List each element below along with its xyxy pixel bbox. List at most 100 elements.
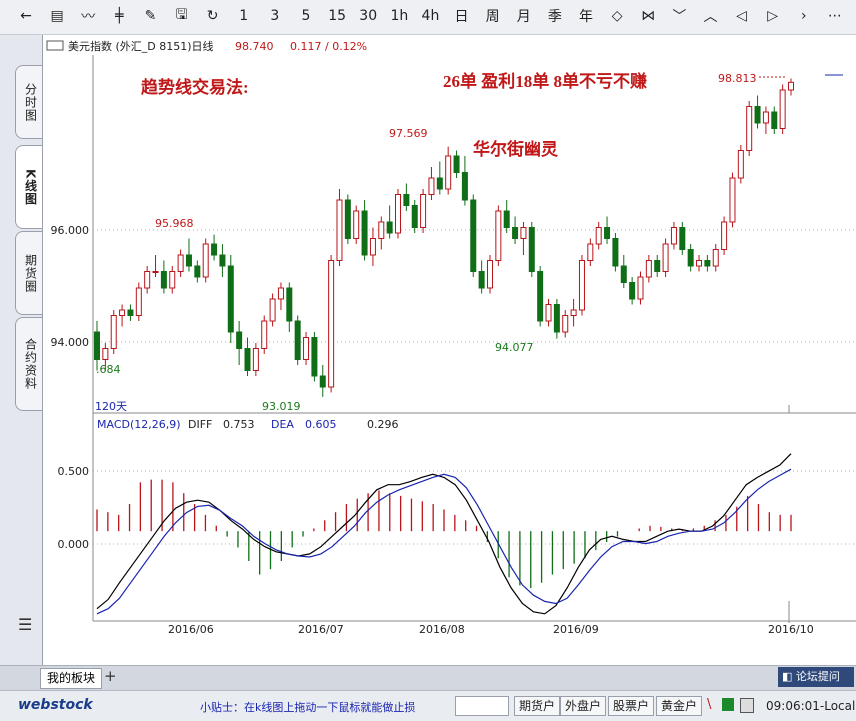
back-arrow-icon[interactable]: ← <box>20 8 32 24</box>
candle-body <box>562 315 569 333</box>
code-input[interactable] <box>455 696 509 716</box>
tab-intraday[interactable]: 分时图 <box>15 65 44 139</box>
candle-body <box>252 348 259 371</box>
list-icon[interactable]: ▤ <box>50 8 64 24</box>
label-high-1: 95.968 <box>155 217 194 230</box>
tab-kline[interactable]: K线图 <box>15 145 44 229</box>
stock-account-button[interactable]: 股票户 <box>608 696 655 716</box>
draw-icon[interactable]: ✎ <box>144 8 157 24</box>
candle-body <box>336 199 343 261</box>
right-icon[interactable]: ▷ <box>767 8 779 24</box>
candle-body <box>445 155 452 190</box>
toolbar-period-30min[interactable]: 30 <box>359 8 378 24</box>
candle-body <box>704 260 711 267</box>
left-icon[interactable]: ◁ <box>736 8 747 24</box>
refresh-icon[interactable]: ↻ <box>206 8 219 24</box>
candle-body <box>620 265 627 283</box>
trend-icon[interactable]: 〰 <box>81 9 96 25</box>
chart-window: 美元指数 (外汇_D 8151)日线 98.740 0.117 / 0.12% … <box>42 35 856 665</box>
candle-body <box>696 260 703 267</box>
bottom-tab-bar: 我的板块 + ◧ 论坛提问 <box>0 665 856 690</box>
candle-body <box>771 111 778 129</box>
macd-dea-line <box>96 468 792 615</box>
toolbar-period-season[interactable]: 季 <box>547 9 562 25</box>
candle-body <box>185 254 192 267</box>
candle-body <box>537 271 544 322</box>
candle-body <box>160 271 167 289</box>
down-icon[interactable]: ﹀ <box>672 9 687 25</box>
chart-toolbar: ← ▤ 〰 ╪ ✎ 🖫 ↻ 1 3 5 15 30 1h 4h 日周月季 年 ◇ ⋈ ﹀ ︿ ◁ ▷ › ⋯ <box>0 0 856 35</box>
candle-body <box>612 238 619 267</box>
toolbar-period-month[interactable]: 月 <box>516 9 531 25</box>
candle-body <box>420 194 427 228</box>
forum-button[interactable]: ◧ 论坛提问 <box>778 667 854 687</box>
toolbar-period-4h[interactable]: 4h <box>421 8 440 24</box>
candle-body <box>152 271 159 273</box>
candle-body <box>119 309 126 316</box>
kline-icon[interactable]: ╪ <box>115 8 124 24</box>
date-label-4: 2016/10 <box>768 623 814 636</box>
candle-body <box>645 260 652 278</box>
toolbar-period-year[interactable]: 年 <box>579 9 593 25</box>
menu-icon[interactable]: ☰ <box>18 615 33 634</box>
forum-label: 论坛提问 <box>795 670 840 683</box>
candle-body <box>788 81 794 91</box>
candle-body <box>395 194 402 234</box>
macd-diff-label: DIFF <box>188 418 212 431</box>
toolbar-period-1min[interactable]: 1 <box>239 8 249 24</box>
gold-account-button[interactable]: 黄金户 <box>656 696 703 716</box>
zoom-in-icon[interactable]: ◇ <box>611 8 623 24</box>
candle-body <box>328 260 335 388</box>
toolbar-period-day[interactable]: 日 <box>454 9 469 25</box>
last-price-label: 98.813 <box>718 72 757 85</box>
candle-body <box>729 177 736 223</box>
toolbar-period-1h[interactable]: 1h <box>390 8 409 24</box>
tab-my-board[interactable]: 我的板块 <box>40 668 103 689</box>
candles-group <box>94 78 794 397</box>
candle-body <box>403 194 410 206</box>
macd-title: MACD(12,26,9) <box>97 418 181 431</box>
window-icon[interactable] <box>740 698 754 713</box>
forum-icon: ◧ <box>782 670 796 683</box>
more-icon[interactable]: ⋯ <box>827 8 842 24</box>
tab-futures-circle[interactable]: 期货圈 <box>15 231 44 315</box>
candle-body <box>629 282 636 300</box>
candle-body <box>779 89 786 129</box>
next-icon[interactable]: › <box>800 8 807 24</box>
instrument-title: 美元指数 (外汇_D 8151)日线 <box>68 39 214 53</box>
date-label-3: 2016/09 <box>553 623 599 636</box>
candle-body <box>202 243 209 278</box>
toolbar-period-5min[interactable]: 5 <box>301 8 311 24</box>
foreign-account-button[interactable]: 外盘户 <box>560 696 607 716</box>
zoom-out-icon[interactable]: ⋈ <box>641 8 656 24</box>
candle-body <box>361 210 368 256</box>
toolbar-period-3min[interactable]: 3 <box>270 8 280 24</box>
date-label-1: 2016/07 <box>298 623 344 636</box>
candle-body <box>303 337 310 360</box>
candle-body <box>261 320 268 349</box>
toolbar-period-15min[interactable]: 15 <box>328 8 347 24</box>
tab-contract-info[interactable]: 合约资料 <box>15 317 44 411</box>
up-icon[interactable]: ︿ <box>703 9 718 25</box>
candle-body <box>227 265 234 333</box>
toolbar-period-week[interactable]: 周 <box>485 9 500 25</box>
tab-my-board-label: 我的板块 <box>47 671 96 685</box>
kline-chart-svg[interactable]: 美元指数 (外汇_D 8151)日线 98.740 0.117 / 0.12% … <box>43 35 856 665</box>
candle-body <box>344 199 351 239</box>
candle-body <box>211 243 218 256</box>
save-icon[interactable]: 🖫 <box>175 7 188 23</box>
candle-body <box>470 199 477 272</box>
candle-body <box>478 271 485 289</box>
fullscreen-icon[interactable] <box>46 40 64 51</box>
candle-body <box>545 304 552 322</box>
futures-account-button[interactable]: 期货户 <box>514 696 561 716</box>
candle-body <box>528 227 535 272</box>
sidebar: 分时图 K线图 期货圈 合约资料 ☰ <box>0 35 44 665</box>
macd-diff-line <box>96 453 792 615</box>
price-tick-96: 96.000 <box>51 224 90 237</box>
date-label-2: 2016/08 <box>419 623 465 636</box>
label-low-1: 93.019 <box>262 400 301 413</box>
add-tab-button[interactable]: + <box>104 667 117 685</box>
label-high-2: 97.569 <box>389 127 428 140</box>
status-bar: webstock 小贴士：在k线图上拖动一下鼠标就能做止损 期货户 外盘户 股票… <box>0 690 856 721</box>
